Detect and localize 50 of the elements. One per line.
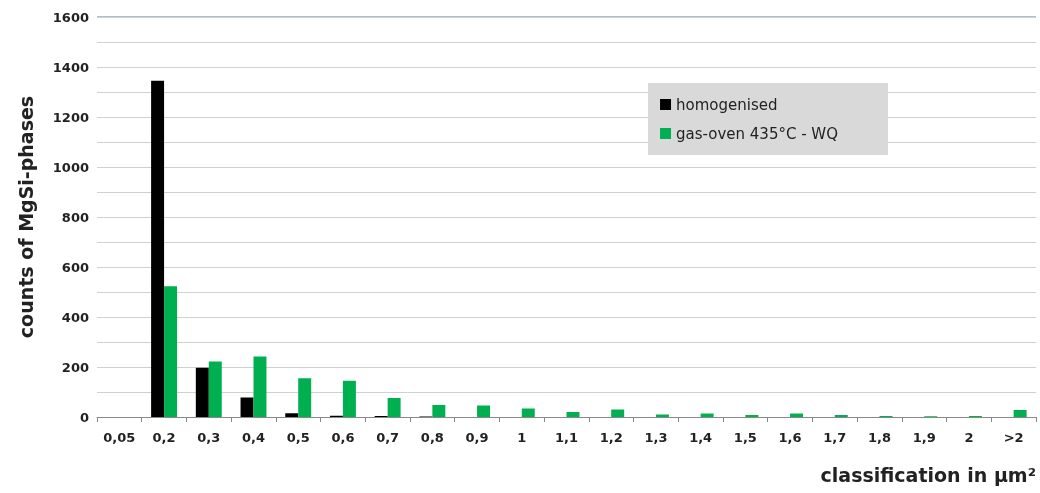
x-tick-label: 0,4 [241, 430, 266, 445]
bar [1013, 410, 1027, 417]
x-tick-label: 1,7 [823, 430, 847, 445]
x-tick-label: 1 [517, 430, 527, 445]
x-tick-label: 1,3 [644, 430, 668, 445]
y-tick-label: 800 [61, 209, 89, 225]
y-tick-label: 1400 [52, 59, 89, 75]
bar [195, 367, 209, 417]
legend-label: homogenised [676, 95, 778, 114]
bar [285, 413, 299, 417]
bar [477, 405, 491, 417]
x-tick-label: 1,9 [912, 430, 936, 445]
bar [298, 378, 312, 417]
y-tick-label: 600 [61, 259, 89, 275]
bar [253, 356, 267, 417]
x-tick-label: 1,1 [554, 430, 579, 445]
bar [432, 405, 446, 417]
y-tick-label: 0 [79, 409, 89, 425]
x-tick-label: 0,2 [152, 430, 176, 445]
x-tick-label: 1,2 [599, 430, 623, 445]
bar [208, 361, 222, 417]
x-tick-label: >2 [1003, 430, 1024, 445]
bar [611, 409, 625, 417]
x-tick-label: 1,6 [778, 430, 802, 445]
y-tick-label: 1200 [52, 109, 89, 125]
x-tick-label: 0,05 [103, 430, 136, 445]
bar [387, 398, 401, 417]
bar [240, 397, 254, 417]
x-tick-label: 0,3 [197, 430, 221, 445]
y-tick-label: 200 [61, 359, 89, 375]
x-tick-label: 0,6 [331, 430, 355, 445]
bar [566, 412, 580, 417]
bar [164, 286, 178, 417]
x-tick-label: 1,4 [689, 430, 713, 445]
x-tick-label: 1,5 [733, 430, 757, 445]
x-axis-title: classification in µm² [820, 463, 1036, 486]
x-tick-label: 1,8 [867, 430, 892, 445]
x-tick-label: 0,9 [465, 430, 489, 445]
bar [342, 380, 356, 417]
y-tick-label: 1600 [52, 9, 89, 25]
x-tick-label: 0,7 [376, 430, 400, 445]
bar [151, 80, 165, 417]
y-axis-title: counts of MgSi-phases [14, 95, 37, 339]
legend-label: gas-oven 435°C - WQ [676, 124, 838, 143]
x-tick-label: 2 [964, 430, 974, 445]
x-tick-label: 0,8 [420, 430, 444, 445]
y-tick-label: 1000 [52, 159, 89, 175]
bar [521, 408, 535, 417]
y-tick-label: 400 [61, 309, 89, 325]
x-tick-label: 0,5 [286, 430, 310, 445]
